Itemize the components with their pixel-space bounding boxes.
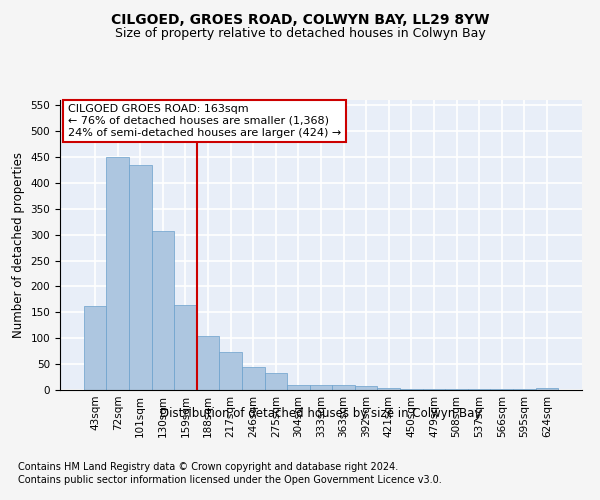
Bar [197, 336, 220, 390]
Bar [422, 389, 445, 390]
Bar [129, 164, 152, 390]
Bar [377, 388, 400, 390]
Y-axis label: Number of detached properties: Number of detached properties [12, 152, 25, 338]
Text: CILGOED GROES ROAD: 163sqm
← 76% of detached houses are smaller (1,368)
24% of s: CILGOED GROES ROAD: 163sqm ← 76% of deta… [68, 104, 341, 138]
Bar [174, 304, 197, 390]
Bar [332, 386, 355, 390]
Bar [355, 386, 377, 390]
Bar [445, 389, 468, 390]
Bar [152, 231, 174, 390]
Bar [242, 367, 265, 390]
Text: Contains HM Land Registry data © Crown copyright and database right 2024.: Contains HM Land Registry data © Crown c… [18, 462, 398, 472]
Bar [220, 352, 242, 390]
Text: Size of property relative to detached houses in Colwyn Bay: Size of property relative to detached ho… [115, 28, 485, 40]
Bar [536, 388, 558, 390]
Text: Distribution of detached houses by size in Colwyn Bay: Distribution of detached houses by size … [160, 408, 482, 420]
Bar [310, 385, 332, 390]
Text: Contains public sector information licensed under the Open Government Licence v3: Contains public sector information licen… [18, 475, 442, 485]
Bar [287, 385, 310, 390]
Bar [265, 373, 287, 390]
Bar [84, 306, 106, 390]
Text: CILGOED, GROES ROAD, COLWYN BAY, LL29 8YW: CILGOED, GROES ROAD, COLWYN BAY, LL29 8Y… [111, 12, 489, 26]
Bar [106, 157, 129, 390]
Bar [400, 389, 422, 390]
